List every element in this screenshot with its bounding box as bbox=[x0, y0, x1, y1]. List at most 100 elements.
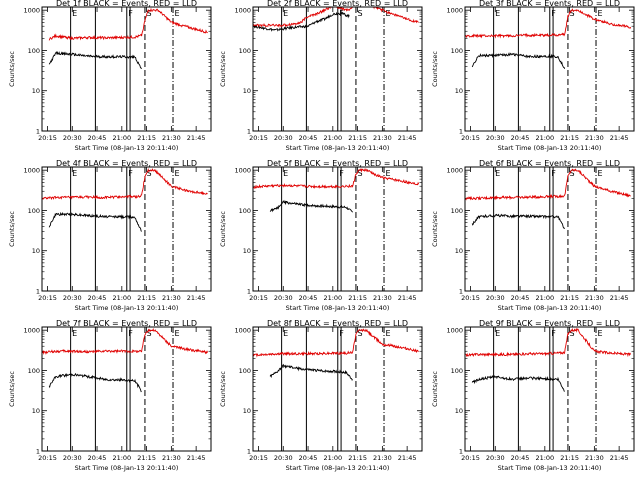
y-tick-label: 1 bbox=[459, 288, 463, 296]
y-axis-label: Counts/sec bbox=[431, 51, 439, 87]
x-tick-label: 21:30 bbox=[585, 454, 604, 462]
x-tick-label: 20:45 bbox=[511, 454, 530, 462]
y-axis-label: Counts/sec bbox=[219, 371, 227, 407]
plot-frame bbox=[252, 166, 423, 292]
y-axis-label: Counts/sec bbox=[8, 51, 16, 87]
y-tick-label: 100 bbox=[239, 367, 251, 375]
events-series-line bbox=[48, 211, 142, 232]
x-tick-label: 21:00 bbox=[323, 294, 342, 302]
y-tick-label: 1 bbox=[459, 448, 463, 456]
x-tick-label: 20:30 bbox=[63, 294, 82, 302]
x-tick-label: 20:15 bbox=[461, 134, 480, 142]
chart-panel: Det 2f BLACK = Events, RED = LLD Counts/s… bbox=[219, 0, 423, 152]
x-tick-label: 21:00 bbox=[323, 454, 342, 462]
y-tick-label: 10 bbox=[243, 87, 251, 95]
x-tick-label: 21:15 bbox=[348, 294, 367, 302]
x-tick-label: 21:15 bbox=[560, 134, 579, 142]
event-marker-label: E bbox=[283, 329, 288, 338]
x-tick-label: 21:45 bbox=[398, 454, 417, 462]
x-tick-label: 21:00 bbox=[535, 134, 554, 142]
y-tick-label: 100 bbox=[28, 367, 40, 375]
event-marker-label: E bbox=[283, 169, 288, 178]
y-tick-label: 1000 bbox=[23, 327, 40, 335]
x-tick-label: 21:45 bbox=[610, 134, 629, 142]
event-marker-label: E bbox=[72, 329, 77, 338]
chart-panel: Det 3f BLACK = Events, RED = LLD Counts/s… bbox=[431, 0, 635, 152]
x-tick-label: 20:30 bbox=[274, 134, 293, 142]
event-marker-label: E bbox=[283, 9, 288, 18]
y-tick-label: 1 bbox=[247, 288, 251, 296]
chart-title: Det 8f BLACK = Events, RED = LLD bbox=[267, 319, 408, 328]
x-tick-label: 20:15 bbox=[249, 454, 268, 462]
y-tick-label: 100 bbox=[28, 47, 40, 55]
x-tick-label: 21:30 bbox=[373, 454, 392, 462]
event-marker-label: E bbox=[386, 169, 391, 178]
y-tick-label: 100 bbox=[239, 47, 251, 55]
y-tick-label: 1 bbox=[459, 128, 463, 136]
x-tick-label: 20:15 bbox=[249, 134, 268, 142]
x-tick-label: 21:00 bbox=[112, 134, 131, 142]
plot-frame bbox=[41, 326, 212, 452]
event-marker-label: E bbox=[386, 9, 391, 18]
y-tick-label: 1 bbox=[247, 128, 251, 136]
event-marker-label: F bbox=[339, 169, 344, 178]
x-tick-label: 21:15 bbox=[348, 134, 367, 142]
event-marker-label: S bbox=[146, 329, 151, 338]
chart-panel: Det 9f BLACK = Events, RED = LLD Counts/s… bbox=[431, 319, 635, 472]
lld-series-line bbox=[253, 167, 420, 189]
plot-frame bbox=[464, 6, 635, 132]
event-marker-label: E bbox=[495, 169, 500, 178]
events-series-line bbox=[253, 11, 350, 32]
events-series-line bbox=[269, 199, 353, 213]
x-tick-label: 21:00 bbox=[112, 454, 131, 462]
series-group bbox=[48, 7, 208, 70]
x-tick-label: 21:15 bbox=[348, 454, 367, 462]
y-tick-label: 1 bbox=[36, 448, 40, 456]
lld-series-line bbox=[253, 328, 419, 358]
event-marker-label: S bbox=[569, 169, 574, 178]
x-tick-label: 21:00 bbox=[323, 134, 342, 142]
lld-series-line bbox=[465, 8, 632, 39]
x-tick-label: 20:45 bbox=[299, 134, 318, 142]
x-tick-label: 21:45 bbox=[187, 294, 206, 302]
series-group bbox=[253, 7, 419, 32]
y-tick-label: 10 bbox=[32, 407, 40, 415]
series-group bbox=[253, 328, 419, 381]
x-axis-label: Start Time (08-Jan-13 20:11:40) bbox=[75, 464, 179, 472]
event-marker-label: E bbox=[175, 9, 180, 18]
series-group bbox=[42, 167, 208, 232]
event-marker-label: S bbox=[357, 9, 362, 18]
plot-frame bbox=[252, 326, 423, 452]
series-group bbox=[253, 167, 420, 213]
event-marker-label: F bbox=[128, 329, 133, 338]
x-tick-label: 21:15 bbox=[137, 134, 156, 142]
y-tick-label: 1000 bbox=[234, 7, 251, 15]
y-tick-label: 10 bbox=[455, 247, 463, 255]
lld-series-line bbox=[42, 167, 208, 201]
events-series-line bbox=[471, 213, 565, 230]
series-group bbox=[465, 327, 632, 392]
events-series-line bbox=[471, 375, 565, 392]
y-tick-label: 10 bbox=[243, 407, 251, 415]
x-tick-label: 20:45 bbox=[511, 134, 530, 142]
chart-title: Det 6f BLACK = Events, RED = LLD bbox=[479, 159, 620, 168]
plot-frame bbox=[252, 6, 423, 132]
chart-panel: Det 7f BLACK = Events, RED = LLD Counts/s… bbox=[8, 319, 212, 472]
y-axis-label: Counts/sec bbox=[8, 211, 16, 247]
chart-panel: Det 1f BLACK = Events, RED = LLD Counts/s… bbox=[8, 0, 212, 152]
y-axis-label: Counts/sec bbox=[8, 371, 16, 407]
x-tick-label: 20:15 bbox=[38, 134, 57, 142]
x-tick-label: 20:30 bbox=[274, 454, 293, 462]
events-series-line bbox=[471, 52, 566, 69]
event-marker-label: E bbox=[175, 329, 180, 338]
y-tick-label: 1000 bbox=[446, 327, 463, 335]
y-tick-label: 100 bbox=[451, 207, 463, 215]
event-marker-label: F bbox=[551, 169, 556, 178]
y-tick-label: 1000 bbox=[446, 7, 463, 15]
x-axis-label: Start Time (08-Jan-13 20:11:40) bbox=[498, 464, 602, 472]
x-tick-label: 20:30 bbox=[63, 134, 82, 142]
x-tick-label: 21:15 bbox=[560, 454, 579, 462]
plot-frame bbox=[464, 326, 635, 452]
plot-frame bbox=[464, 166, 635, 292]
chart-title: Det 7f BLACK = Events, RED = LLD bbox=[56, 319, 197, 328]
